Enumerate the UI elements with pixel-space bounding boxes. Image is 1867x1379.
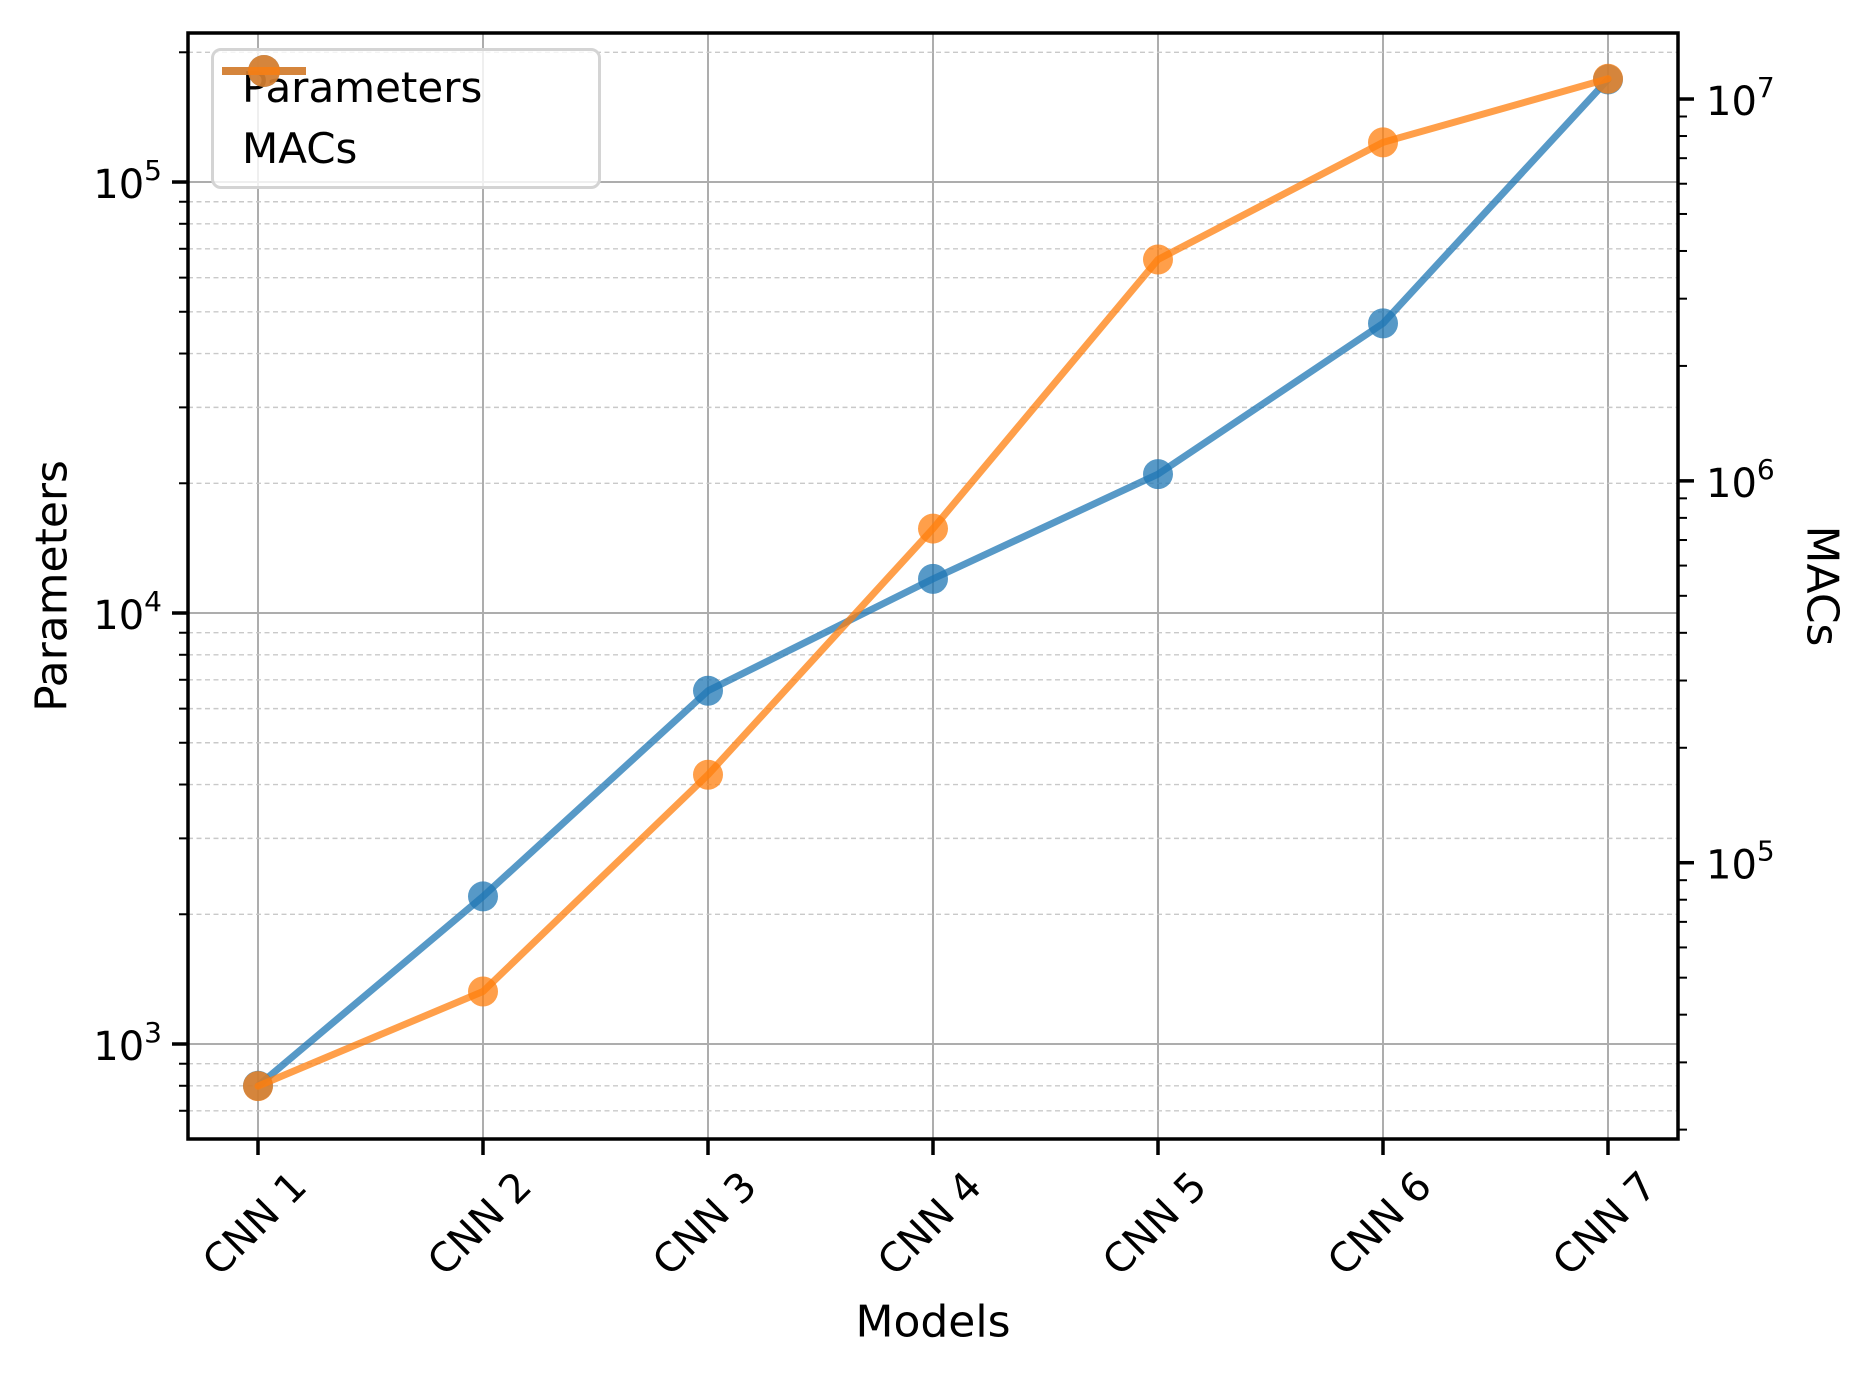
data-point-parameters [1143, 459, 1173, 490]
y-tick-label-right: 106 [1706, 453, 1775, 507]
data-point-macs [468, 976, 498, 1007]
data-point-parameters [468, 881, 498, 912]
data-point-macs [693, 759, 723, 790]
y-tick-label-left: 103 [93, 1016, 162, 1070]
data-point-parameters [918, 563, 948, 594]
data-point-macs [1143, 244, 1173, 275]
data-point-macs [1593, 63, 1623, 94]
data-point-macs [243, 1071, 273, 1102]
data-point-macs [918, 513, 948, 544]
data-point-parameters [1368, 308, 1398, 339]
y-tick-label-left: 105 [93, 154, 162, 208]
data-point-macs [1368, 127, 1398, 158]
series [243, 63, 1623, 1102]
y-tick-label-left: 104 [93, 585, 162, 639]
y-tick-label-right: 105 [1706, 835, 1775, 889]
y-tick-label-right: 107 [1706, 71, 1775, 125]
data-point-parameters [693, 675, 723, 706]
axis-ticks [172, 51, 1694, 1155]
grid-vertical [257, 33, 1609, 1139]
